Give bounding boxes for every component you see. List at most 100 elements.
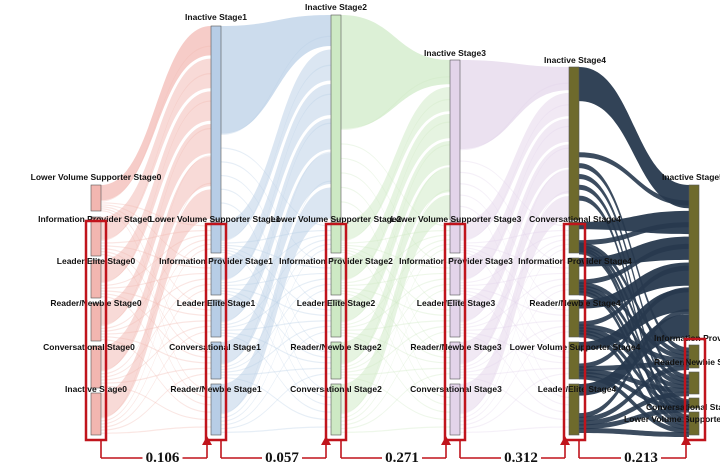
flows-stage0 — [101, 26, 211, 434]
flow-link — [579, 407, 689, 430]
flow-link — [221, 35, 331, 136]
node-information-provider-stage1 — [210, 257, 222, 296]
transition-value: 0.271 — [385, 450, 419, 466]
flow-link — [579, 195, 689, 420]
flow-link — [460, 243, 569, 368]
node-reader-newbie-stage1 — [210, 383, 222, 436]
flow-link — [460, 171, 569, 264]
node-reader-newbie-stage4 — [568, 299, 580, 338]
flow-link — [341, 166, 450, 365]
node-label: Leader/Elite Stage0 — [57, 256, 136, 266]
flow-band — [460, 60, 569, 150]
transition-connector-3 — [459, 436, 570, 466]
flow-link — [101, 73, 211, 241]
flow-link — [460, 335, 569, 413]
flow-link — [341, 143, 450, 227]
node-conversational-stage4 — [568, 221, 580, 254]
flow-link — [460, 82, 569, 151]
flow-link — [221, 202, 331, 391]
flow-link — [221, 244, 331, 269]
node-lower-volume-supporter-stage3 — [449, 221, 461, 254]
flows-stage3 — [460, 60, 569, 433]
node-inactive-stage5 — [688, 184, 700, 339]
flow-link — [341, 239, 450, 326]
flow-link — [221, 239, 331, 326]
flow-link — [221, 243, 331, 368]
flow-band — [101, 156, 211, 371]
flow-link — [460, 191, 569, 415]
flow-link — [341, 367, 450, 376]
flow-link — [101, 210, 211, 391]
flow-band — [341, 87, 450, 241]
flow-link — [341, 249, 450, 353]
flow-link — [101, 325, 211, 381]
node-label: Lower Volume Supporter Stage0 — [31, 172, 162, 182]
node-label: Information Provider Stage4 — [518, 256, 632, 266]
flow-link — [101, 248, 211, 311]
flow-link — [460, 367, 569, 376]
flow-link — [460, 320, 569, 331]
flow-link — [579, 374, 689, 434]
flow-link — [221, 122, 331, 323]
highlight-box-stage1 — [204, 222, 228, 442]
highlight-box-stage4 — [562, 222, 587, 442]
flow-link — [221, 373, 331, 430]
flow-link — [221, 335, 331, 413]
highlight-box-stage3 — [443, 222, 467, 442]
node-lower-volume-supporter-stage4 — [568, 341, 580, 380]
node-label: Conversational Stage3 — [410, 384, 502, 394]
flow-link — [341, 278, 450, 329]
flow-band — [101, 26, 211, 201]
flow-link — [341, 251, 450, 398]
node-conversational-stage1 — [210, 341, 222, 380]
node-label: Reader/Newbie Stage4 — [529, 298, 620, 308]
flow-link — [579, 243, 689, 285]
flow-link — [101, 127, 211, 327]
flow-link — [460, 426, 569, 433]
node-label: Conversational Stage1 — [169, 342, 261, 352]
flow-band — [460, 118, 569, 280]
flow-band — [221, 118, 331, 322]
flow-link — [221, 377, 331, 421]
flow-link — [221, 289, 331, 422]
flow-link — [101, 296, 211, 406]
flow-link — [101, 331, 211, 428]
node-label: Inactive Stage4 — [544, 55, 606, 65]
node-inactive-stage4 — [568, 66, 580, 221]
flow-link — [101, 373, 211, 431]
flow-link — [341, 172, 450, 306]
flow-link — [579, 163, 689, 353]
flow-link — [460, 183, 569, 306]
flow-band — [341, 195, 450, 414]
highlight-box-stage2 — [324, 222, 348, 442]
flow-link — [101, 320, 211, 335]
flow-link — [101, 251, 211, 353]
flow-link — [460, 272, 569, 287]
flow-link — [460, 289, 569, 422]
node-label: Leader/Elite Stage3 — [417, 298, 496, 308]
flow-band — [221, 49, 331, 241]
flow-link — [341, 377, 450, 421]
flow-link — [341, 243, 450, 368]
node-inactive-stage1 — [210, 25, 222, 221]
flow-link — [460, 251, 569, 398]
node-label: Leader/Elite Stage4 — [538, 384, 617, 394]
flow-link — [579, 326, 689, 390]
flow-link — [579, 242, 689, 356]
node-lower-volume-supporter-stage2 — [330, 221, 342, 254]
flow-link — [101, 208, 211, 348]
transition-value: 0.213 — [624, 450, 658, 466]
transition-connector-0 — [100, 436, 212, 466]
flow-link — [221, 331, 331, 426]
flow-link — [579, 361, 689, 372]
flow-band — [221, 15, 331, 134]
flow-link — [341, 287, 450, 317]
flow-link — [221, 180, 331, 415]
transition-connector-4 — [578, 436, 691, 466]
flow-link — [460, 125, 569, 281]
node-label: Leader/Elite Stage1 — [177, 298, 256, 308]
flow-link — [221, 332, 331, 364]
flow-link — [221, 325, 331, 373]
flow-link — [341, 373, 450, 430]
